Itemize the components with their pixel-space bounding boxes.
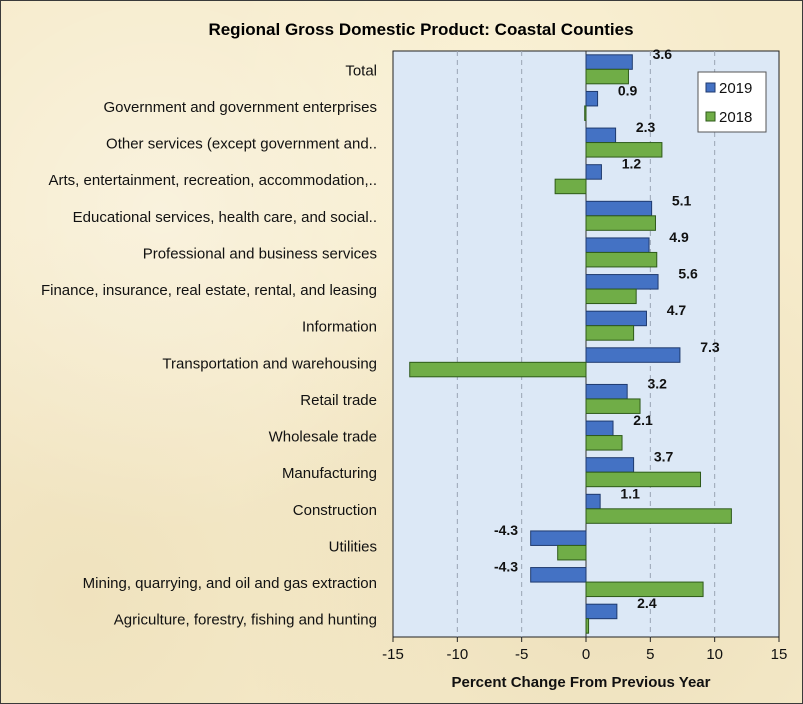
bar-2018 (585, 325, 635, 341)
bar-2019 (585, 603, 618, 620)
bar-2019 (530, 567, 587, 583)
x-tick-label: 5 (646, 646, 654, 663)
data-label-2019: 7.3 (700, 339, 720, 355)
legend-label-2019: 2019 (719, 80, 752, 97)
bar-2019 (585, 90, 599, 107)
legend-label-2018: 2018 (719, 109, 752, 126)
data-label-2019: 5.6 (678, 266, 698, 282)
bar-2018 (585, 508, 732, 524)
category-label: Other services (except government and.. (106, 136, 377, 153)
legend: 2019 2018 (697, 71, 767, 133)
legend-box (697, 71, 767, 133)
x-tick-label: 10 (706, 646, 723, 663)
data-label-2019: 4.9 (669, 229, 689, 245)
bar-2018 (585, 581, 704, 598)
bar-2018 (554, 178, 587, 195)
data-label-2019: -4.3 (494, 559, 518, 575)
bar-2019 (585, 493, 601, 510)
data-label-2019: 3.2 (647, 375, 667, 391)
data-label-2019: 5.1 (672, 192, 692, 208)
bar-2018 (585, 215, 656, 231)
data-label-2019: 3.6 (653, 46, 673, 62)
bar-2019 (585, 237, 650, 253)
data-labels: 3.6 0.9 2.3 1.2 5.1 4.9 5.6 4.7 7.3 3.2 2.1 3.7 1.1 -… (494, 46, 720, 611)
bar-2019 (585, 54, 633, 70)
category-label: Mining, quarrying, and oil and gas extra… (83, 575, 377, 592)
category-label: Wholesale trade (269, 429, 377, 446)
x-tick-label: 15 (771, 646, 788, 663)
bar-2019 (585, 127, 617, 144)
category-label: Government and government enterprises (104, 99, 377, 116)
bars (409, 54, 732, 634)
data-label-2019: 1.1 (620, 485, 640, 501)
bar-2018 (585, 435, 623, 451)
bar-2018 (585, 142, 663, 158)
bar-2019 (585, 164, 602, 180)
category-label: Transportation and warehousing (162, 355, 377, 372)
x-axis-label: Percent Change From Previous Year (452, 674, 711, 691)
x-tick-labels: -15 -10 -5 0 5 10 15 (382, 637, 787, 663)
bar-2019 (585, 200, 653, 217)
bar-2018 (585, 618, 590, 634)
x-tick-label: 0 (582, 646, 590, 663)
category-label: Agriculture, forestry, fishing and hunti… (114, 612, 377, 629)
x-tick-label: -5 (515, 646, 528, 663)
legend-swatch-2018 (705, 111, 716, 122)
data-label-2019: 4.7 (667, 302, 687, 318)
data-label-2019: 2.3 (636, 119, 656, 135)
data-label-2019: -4.3 (494, 522, 518, 538)
bar-2018 (557, 544, 587, 561)
bar-2019 (530, 530, 587, 546)
data-label-2019: 2.4 (637, 595, 657, 611)
category-label: Utilities (329, 538, 377, 555)
category-label: Manufacturing (282, 465, 377, 482)
bar-2019 (585, 347, 681, 363)
category-label: Educational services, health care, and s… (73, 209, 377, 226)
bar-2018 (584, 105, 587, 121)
category-label: Retail trade (300, 392, 377, 409)
category-label: Finance, insurance, real estate, rental,… (41, 282, 377, 299)
bar-2018 (585, 68, 629, 85)
category-label: Information (302, 319, 377, 336)
data-label-2019: 3.7 (654, 449, 674, 465)
category-label: Arts, entertainment, recreation, accommo… (49, 172, 377, 189)
bar-2018 (585, 471, 702, 488)
x-tick-label: -15 (382, 646, 404, 663)
bar-2019 (585, 274, 659, 290)
data-label-2019: 2.1 (633, 412, 653, 428)
chart-title: Regional Gross Domestic Product: Coastal… (208, 20, 633, 39)
bar-2019 (585, 310, 647, 327)
category-label: Professional and business services (143, 245, 377, 262)
category-labels: Total Government and government enterpris… (41, 62, 377, 628)
data-label-2019: 1.2 (622, 156, 642, 172)
bar-2019 (585, 457, 635, 473)
bar-2018 (409, 361, 587, 378)
bar-2018 (585, 251, 658, 268)
legend-swatch-2019 (705, 82, 716, 93)
bar-2018 (585, 288, 637, 305)
bar-2018 (585, 398, 641, 414)
category-label: Total (345, 62, 377, 79)
category-label: Construction (293, 502, 377, 519)
bar-2019 (585, 383, 628, 400)
x-tick-label: -10 (446, 646, 468, 663)
bar-2019 (585, 420, 614, 437)
data-label-2019: 0.9 (618, 82, 638, 98)
